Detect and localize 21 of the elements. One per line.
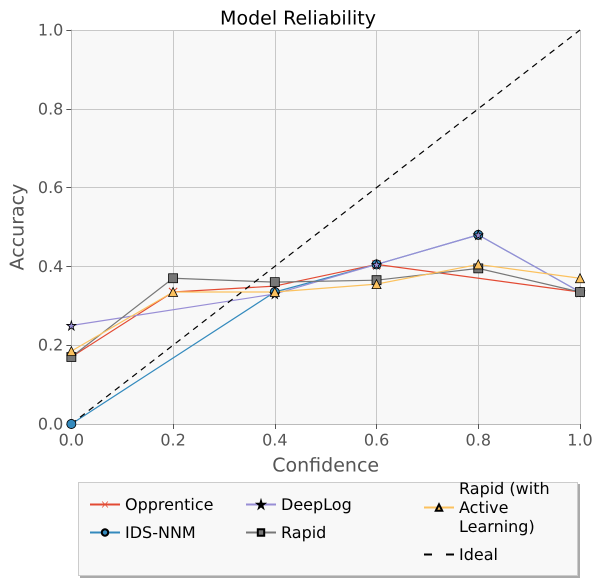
legend-label: Opprentice xyxy=(125,495,214,514)
y-tick-label: 0.2 xyxy=(38,336,64,355)
x-tick-label: 0.4 xyxy=(262,430,288,450)
y-tick-label: 0.6 xyxy=(38,178,64,198)
x-tick-label: 0.8 xyxy=(466,430,491,450)
legend-label: Rapid xyxy=(281,523,326,542)
x-tick-label: 0.6 xyxy=(364,430,390,450)
legend-label: Ideal xyxy=(459,545,498,564)
y-tick-label: 0.4 xyxy=(38,256,64,276)
x-tick-label: 0.2 xyxy=(160,430,186,450)
x-tick-label: 1.0 xyxy=(567,430,593,450)
legend-label: Rapid (with Active Learning) xyxy=(459,479,555,536)
y-axis-title: Accuracy xyxy=(6,184,28,270)
y-tick-label: 0.8 xyxy=(38,99,64,118)
x-axis-title: Confidence xyxy=(272,454,380,476)
legend-label: DeepLog xyxy=(281,495,352,514)
y-tick-label: 1.0 xyxy=(38,20,64,40)
x-tick-label: 0.0 xyxy=(58,430,84,450)
y-tick-label: 0.0 xyxy=(38,414,64,434)
legend-label: IDS-NNM xyxy=(125,523,196,542)
chart-title: Model Reliability xyxy=(220,8,376,30)
